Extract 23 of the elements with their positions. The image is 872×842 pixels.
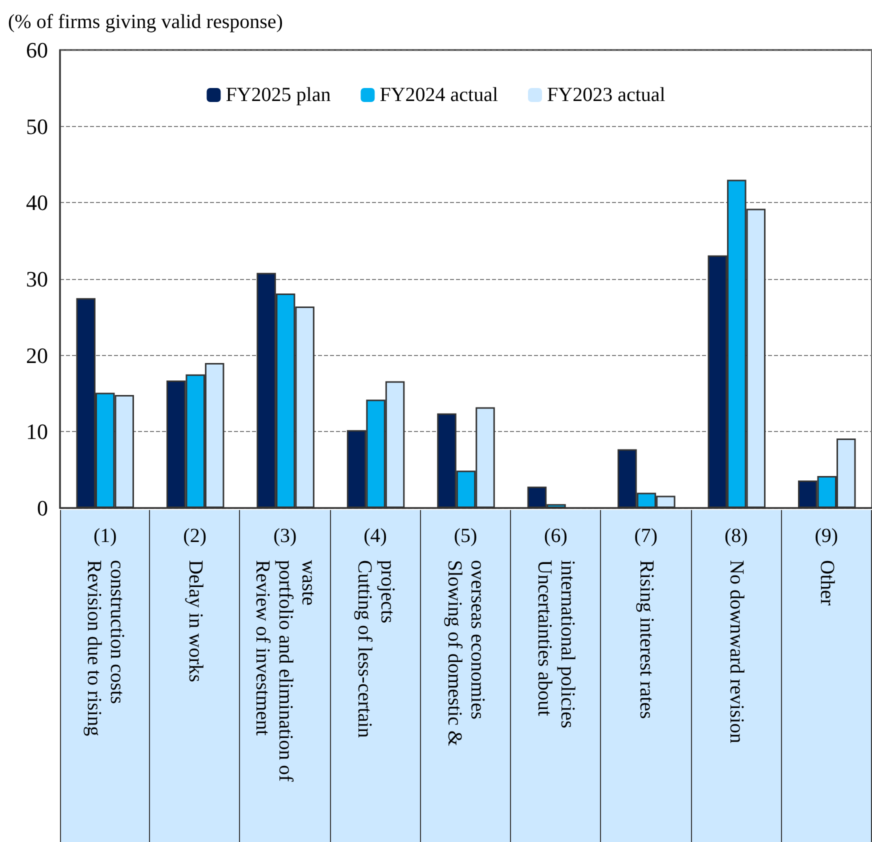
y-tick-label: 50 bbox=[26, 114, 48, 139]
y-tick-label: 60 bbox=[26, 38, 48, 62]
y-axis-title: (% of firms giving valid response) bbox=[8, 11, 283, 33]
label-cell: (8) No downward revision bbox=[692, 510, 782, 842]
x-tick-label: (2) Delay in works bbox=[182, 524, 208, 684]
label-cell: (7) Rising interest rates bbox=[601, 510, 692, 842]
label-cell: (9) Other bbox=[782, 510, 872, 842]
y-tick-label: 20 bbox=[26, 342, 48, 368]
x-tick-label: (9) Other bbox=[814, 524, 840, 608]
x-tick-label: (8) No downward revision bbox=[723, 524, 749, 746]
legend-label: FY2023 actual bbox=[547, 84, 666, 106]
y-tick-label: 0 bbox=[37, 496, 48, 520]
x-tick-label: (3) Review of investment portfolio and elimination of waste bbox=[250, 524, 321, 784]
x-tick-label: (1) Revision due to rising construction costs bbox=[82, 524, 130, 738]
legend-label: FY2025 plan bbox=[226, 84, 331, 106]
legend-label: FY2024 actual bbox=[380, 84, 498, 106]
y-tick-label: 40 bbox=[26, 190, 48, 216]
y-tick-label: 10 bbox=[26, 419, 48, 444]
label-cell: (3) Review of investment portfolio and elimination of waste bbox=[240, 510, 331, 842]
label-cell: (1) Revision due to rising construction costs bbox=[60, 510, 150, 842]
y-tick-label: 30 bbox=[26, 266, 48, 292]
x-tick-label: (7) Rising interest rates bbox=[633, 524, 659, 721]
label-cell: (2) Delay in works bbox=[150, 510, 240, 842]
